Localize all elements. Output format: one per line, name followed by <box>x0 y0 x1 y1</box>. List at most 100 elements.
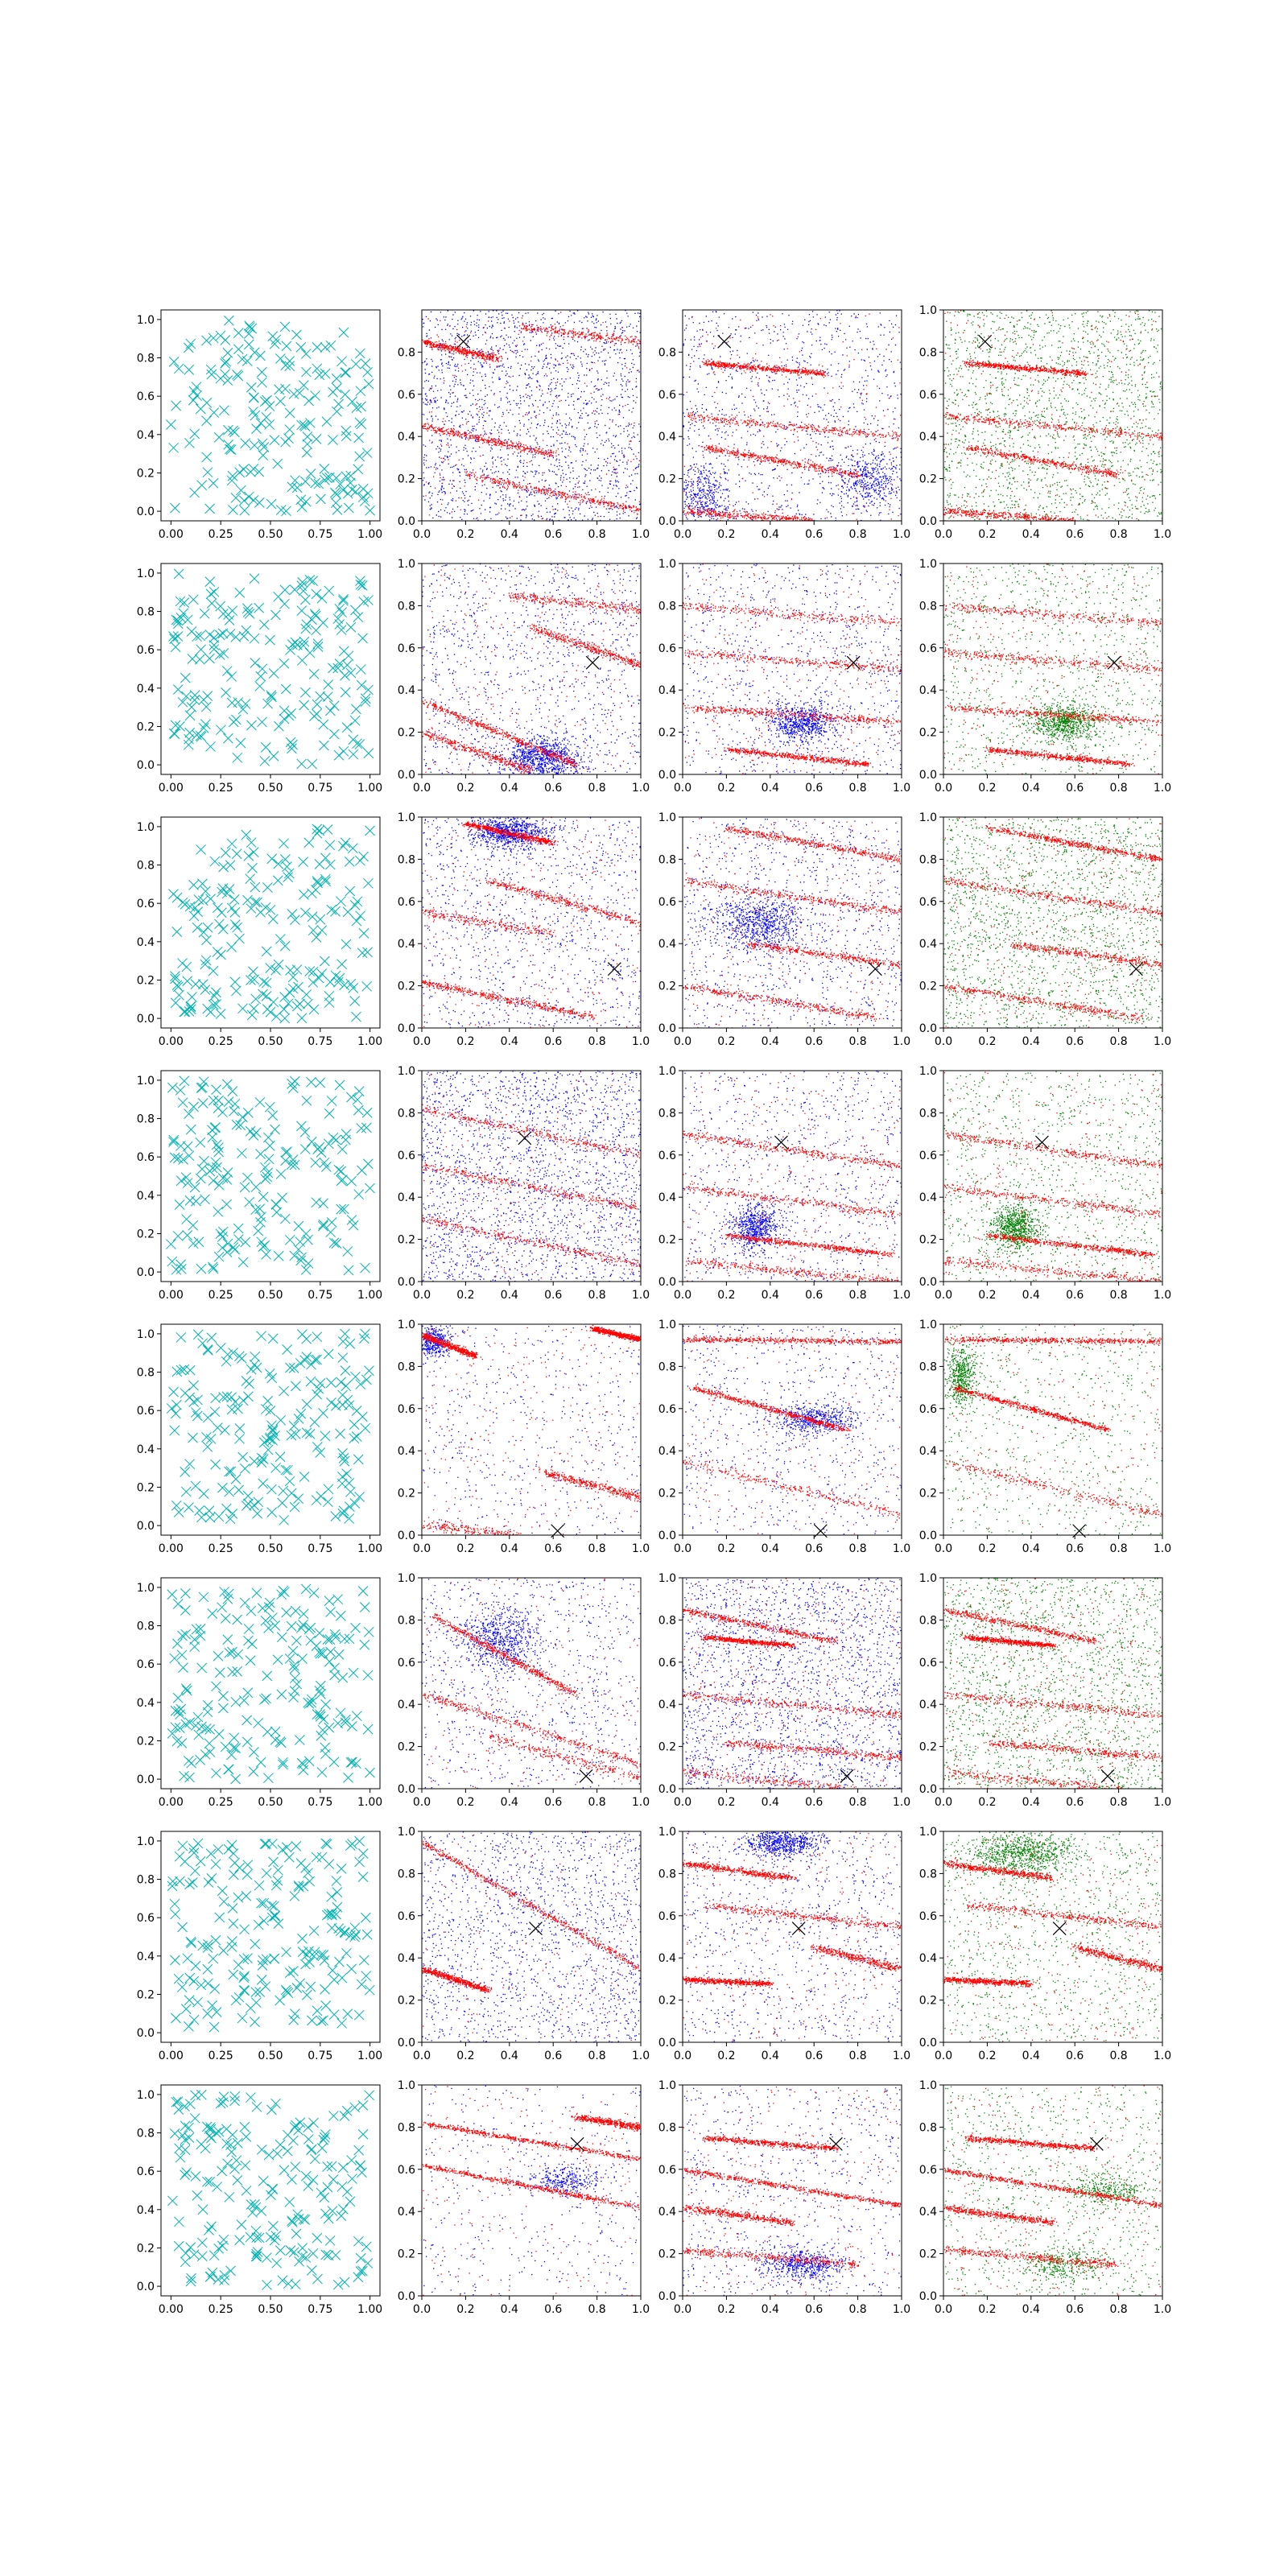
x-tick-label: 0.2 <box>978 2050 996 2062</box>
y-tick-label: 0.6 <box>919 2164 937 2177</box>
cross-marker <box>316 1689 326 1699</box>
cross-marker <box>353 1455 363 1464</box>
cross-marker <box>171 1409 180 1418</box>
cross-marker <box>279 1515 289 1525</box>
dot-series-0 <box>944 1578 1163 1790</box>
cross-marker <box>329 2010 339 2020</box>
x-tick-label: 0.4 <box>1022 1289 1040 1302</box>
cross-marker <box>201 935 211 945</box>
cross-marker <box>255 681 265 691</box>
panel-r3-c0: 0.00 0.25 0.50 0.75 1.000.00.20.40.60.81.0 <box>137 1071 382 1302</box>
dot-series-0 <box>943 1071 1163 1282</box>
cross-marker <box>337 960 347 969</box>
cross-marker <box>298 1653 308 1663</box>
x-tick-label: 0.4 <box>1022 1542 1040 1555</box>
cross-marker <box>302 1950 312 1959</box>
cross-marker <box>322 417 332 427</box>
cross-marker <box>233 1615 242 1624</box>
cross-marker <box>332 505 342 514</box>
x-tick-label: 1.0 <box>1154 2050 1171 2062</box>
cross-marker <box>316 914 325 924</box>
cross-marker <box>254 1920 263 1930</box>
cross-marker <box>354 2010 364 2020</box>
axes-frame <box>422 1831 641 2042</box>
y-tick-label: 0.4 <box>398 938 415 951</box>
cross-marker <box>351 359 361 369</box>
y-tick-label: 0.4 <box>398 1445 415 1458</box>
cross-marker <box>167 1083 177 1092</box>
x-tick-label: 1.0 <box>1154 1796 1171 1809</box>
y-tick-label: 0.0 <box>137 1013 155 1026</box>
cross-marker <box>225 2266 235 2276</box>
cross-marker <box>336 897 345 906</box>
cross-marker <box>230 907 240 917</box>
cross-marker <box>215 1913 225 1922</box>
cross-marker <box>232 2156 242 2165</box>
cross-marker <box>246 1606 256 1616</box>
cross-marker <box>217 1603 227 1612</box>
cross-marker <box>289 1421 299 1430</box>
cross-marker <box>184 365 194 374</box>
x-tick-label: 0.2 <box>978 528 996 541</box>
dot-series-0 <box>683 1324 902 1536</box>
cross-marker <box>356 665 365 675</box>
cross-marker <box>266 2105 276 2115</box>
cross-marker <box>194 1730 204 1740</box>
y-tick-label: 0.4 <box>658 1445 676 1458</box>
x-tick-label: 0.6 <box>544 2050 562 2062</box>
cross-marker <box>214 1729 224 1739</box>
cross-marker <box>297 655 307 665</box>
cross-marker <box>213 947 222 956</box>
y-tick-label: 0.0 <box>137 2281 155 2293</box>
cross-marker <box>242 1715 252 1725</box>
dot-series-0 <box>943 564 1163 775</box>
cross-marker <box>188 1878 197 1888</box>
cross-marker <box>244 492 254 502</box>
cross-marker <box>250 440 259 450</box>
cross-marker <box>213 1143 223 1153</box>
cross-marker <box>252 2102 262 2112</box>
y-tick-label: 0.0 <box>919 1783 937 1796</box>
x-tick-label: 0.6 <box>544 1542 562 1555</box>
cross-marker <box>290 1251 299 1261</box>
y-tick-label: 0.4 <box>398 431 415 444</box>
y-tick-label: 0.6 <box>137 390 155 403</box>
cross-marker <box>345 1478 354 1488</box>
x-tick-label: 1.00 <box>357 2303 382 2316</box>
dot-series-1 <box>683 1072 902 1283</box>
y-tick-label: 0.0 <box>919 1530 937 1542</box>
cross-marker <box>306 1982 316 1992</box>
cross-marker <box>177 1650 187 1660</box>
cross-marker <box>275 935 285 944</box>
cross-marker <box>250 1501 259 1510</box>
y-tick-label: 0.8 <box>398 600 415 613</box>
cross-marker <box>230 2091 240 2101</box>
cross-marker <box>256 419 266 428</box>
cross-marker <box>230 920 240 930</box>
cross-marker <box>341 1366 350 1376</box>
cross-marker <box>246 2093 255 2103</box>
panel-r7-c1: 0.0 0.2 0.4 0.6 0.8 1.00.00.20.40.60.81.0 <box>398 2079 650 2316</box>
cross-marker <box>258 1479 268 1488</box>
cross-marker <box>342 1469 352 1479</box>
cross-marker <box>331 1401 341 1410</box>
cross-marker <box>250 1352 260 1361</box>
plot-area <box>167 1584 375 1784</box>
plot-area <box>943 1071 1163 1282</box>
cross-marker <box>339 328 349 337</box>
y-tick-label: 0.8 <box>137 1874 155 1887</box>
cross-marker <box>291 1381 300 1391</box>
x-tick-label: 0.0 <box>935 528 952 541</box>
cross-marker <box>183 1954 192 1963</box>
cross-marker <box>328 2111 338 2120</box>
x-tick-label: 0.4 <box>501 528 518 541</box>
dot-points <box>422 1071 642 1282</box>
cross-marker <box>258 1955 268 1965</box>
x-tick-label: 1.0 <box>632 1796 650 1809</box>
x-tick-label: 0.0 <box>674 2303 691 2316</box>
cross-marker <box>277 1690 287 1699</box>
cross-marker <box>287 2174 297 2184</box>
dot-series-1 <box>423 1579 642 1790</box>
cross-marker <box>173 631 183 641</box>
dot-series-0 <box>683 2086 903 2297</box>
